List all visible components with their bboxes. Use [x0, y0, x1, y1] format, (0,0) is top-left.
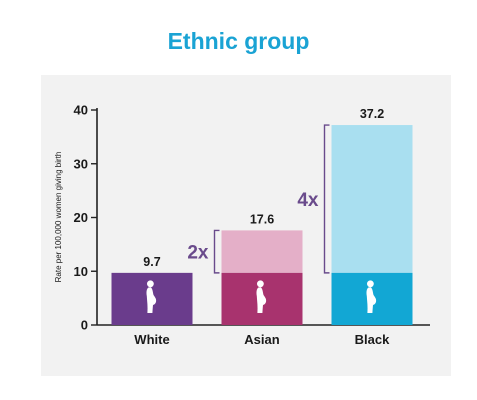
y-tick-label: 40: [74, 103, 88, 118]
y-tick-label: 0: [81, 318, 88, 333]
y-tick-label: 30: [74, 156, 88, 171]
category-label: White: [134, 332, 169, 347]
bar-value-label: 9.7: [143, 255, 160, 269]
y-tick-label: 10: [74, 264, 88, 279]
multiplier-label: 4x: [297, 190, 319, 211]
bar-value-label: 17.6: [250, 212, 274, 226]
bar-value-label: 37.2: [360, 107, 384, 121]
bar-excess-asian: [221, 230, 303, 273]
category-label: Asian: [244, 332, 279, 347]
y-axis-label: Rate per 100,000 women giving birth: [54, 152, 63, 283]
multiplier-bracket: [323, 124, 330, 274]
category-label: Black: [355, 332, 390, 347]
multiplier-label: 2x: [187, 243, 209, 264]
multiplier-bracket: [213, 229, 220, 274]
y-tick-label: 20: [74, 210, 88, 225]
bar-excess-black: [331, 125, 413, 273]
chart-title: Ethnic group: [167, 28, 310, 54]
